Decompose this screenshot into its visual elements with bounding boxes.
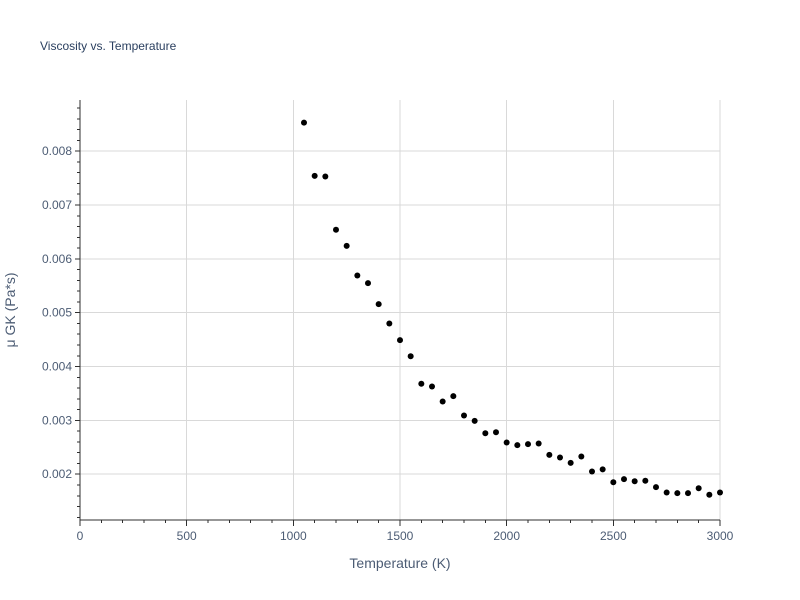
data-point — [685, 490, 691, 497]
data-point — [717, 489, 723, 496]
data-point — [546, 451, 553, 458]
data-point — [471, 417, 478, 424]
data-point — [461, 412, 467, 419]
data-point — [631, 478, 638, 485]
points-layer — [301, 119, 723, 498]
data-point — [503, 439, 510, 446]
x-tick-label: 3000 — [707, 529, 734, 543]
x-axis-label: Temperature (K) — [349, 555, 450, 571]
data-point — [557, 454, 563, 461]
data-point — [375, 301, 382, 308]
grid-layer — [80, 100, 721, 520]
data-point — [322, 173, 329, 180]
data-point — [695, 485, 702, 492]
data-point — [621, 476, 627, 483]
data-point — [610, 479, 617, 486]
chart-title: Viscosity vs. Temperature — [40, 39, 177, 53]
data-point — [642, 477, 649, 484]
x-tick-label: 1500 — [387, 529, 414, 543]
data-point — [407, 353, 414, 360]
y-tick-label: 0.008 — [42, 144, 72, 158]
x-tick-label: 0 — [77, 529, 84, 543]
y-tick-label: 0.007 — [42, 198, 72, 212]
data-point — [674, 490, 681, 497]
data-point — [439, 398, 446, 405]
data-point — [514, 442, 521, 449]
data-point — [535, 440, 542, 447]
axis-layer: 0 500 1000 1500 2000 2500 3000 0.002 0.003 0.004 0… — [42, 100, 734, 543]
y-tick-label: 0.004 — [42, 360, 72, 374]
x-tick-label: 500 — [177, 529, 197, 543]
x-tick-label: 2000 — [493, 529, 520, 543]
data-point — [301, 119, 307, 126]
data-point — [311, 172, 318, 179]
data-point — [589, 468, 595, 475]
data-point — [450, 393, 457, 400]
x-tick-label: 2500 — [600, 529, 627, 543]
data-point — [525, 441, 531, 448]
data-point — [663, 489, 670, 496]
y-tick-label: 0.002 — [42, 467, 72, 481]
data-point — [567, 459, 574, 466]
y-tick-label: 0.006 — [42, 252, 72, 266]
data-point — [397, 337, 403, 344]
x-tick-label: 1000 — [280, 529, 307, 543]
y-tick-label: 0.003 — [42, 413, 72, 427]
data-point — [599, 466, 606, 473]
data-point — [365, 280, 371, 287]
data-point — [354, 272, 361, 279]
y-tick-label: 0.005 — [42, 306, 72, 320]
data-point — [386, 320, 393, 327]
data-point — [706, 491, 713, 498]
data-point — [653, 484, 659, 491]
data-point — [429, 383, 435, 390]
data-point — [343, 242, 350, 249]
data-point — [493, 429, 499, 436]
data-point — [418, 380, 425, 387]
data-point — [333, 226, 339, 233]
data-point — [482, 430, 489, 437]
y-axis-label: μ GK (Pa*s) — [2, 273, 18, 348]
data-point — [578, 453, 585, 460]
